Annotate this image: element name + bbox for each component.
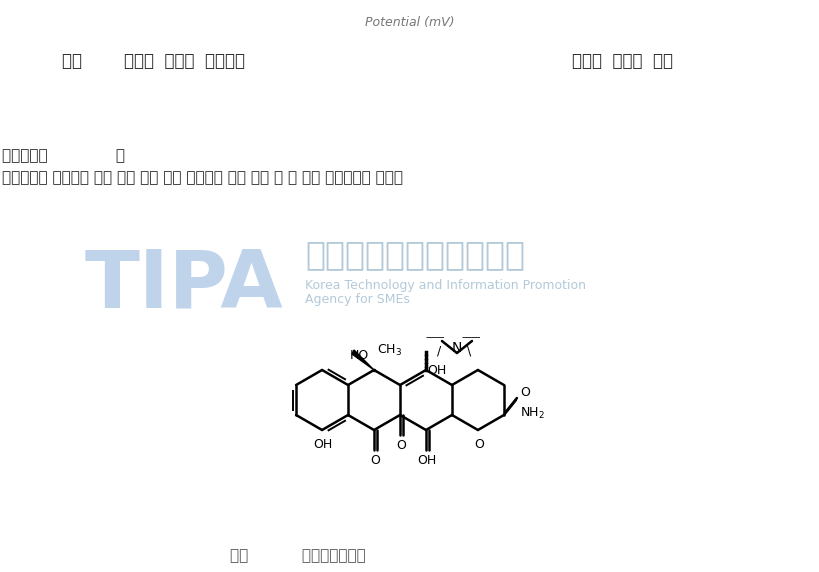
Text: /: / — [437, 344, 441, 357]
Text: O: O — [369, 454, 379, 467]
Text: OH: OH — [417, 454, 436, 467]
Text: OH: OH — [428, 364, 446, 377]
Text: HO: HO — [350, 349, 369, 362]
Text: 라사이클린              계: 라사이클린 계 — [2, 148, 124, 163]
Text: Korea Technology and Information Promotion: Korea Technology and Information Promoti… — [305, 279, 586, 292]
Text: O: O — [519, 386, 529, 399]
Text: Potential (mV): Potential (mV) — [364, 16, 455, 29]
Text: 항생제  농도별  측정: 항생제 농도별 측정 — [572, 52, 672, 70]
Text: 그림        하나의  전극을  이용하여: 그림 하나의 전극을 이용하여 — [62, 52, 245, 70]
Text: OH: OH — [313, 438, 333, 451]
Text: Agency for SMEs: Agency for SMEs — [305, 293, 410, 307]
Text: \: \ — [466, 344, 470, 357]
Text: N: N — [451, 341, 462, 355]
Text: O: O — [396, 439, 405, 452]
Text: ——: —— — [460, 332, 480, 342]
Text: TIPA: TIPA — [85, 246, 283, 324]
Text: 사이클린게 항생제는 분해 효소 없이 전극 표면에서 직접 산화 될 수 있는 전기화학적 반응성: 사이클린게 항생제는 분해 효소 없이 전극 표면에서 직접 산화 될 수 있는… — [2, 170, 402, 185]
Text: O: O — [473, 438, 483, 451]
Text: 그림           테트라사이클린: 그림 테트라사이클린 — [229, 548, 365, 563]
Text: CH$_3$: CH$_3$ — [377, 343, 401, 358]
Text: NH$_2$: NH$_2$ — [519, 406, 545, 421]
Text: 중소기업기술정보진흥원: 중소기업기술정보진흥원 — [305, 239, 524, 272]
Text: ——: —— — [425, 332, 444, 342]
Polygon shape — [351, 350, 373, 370]
